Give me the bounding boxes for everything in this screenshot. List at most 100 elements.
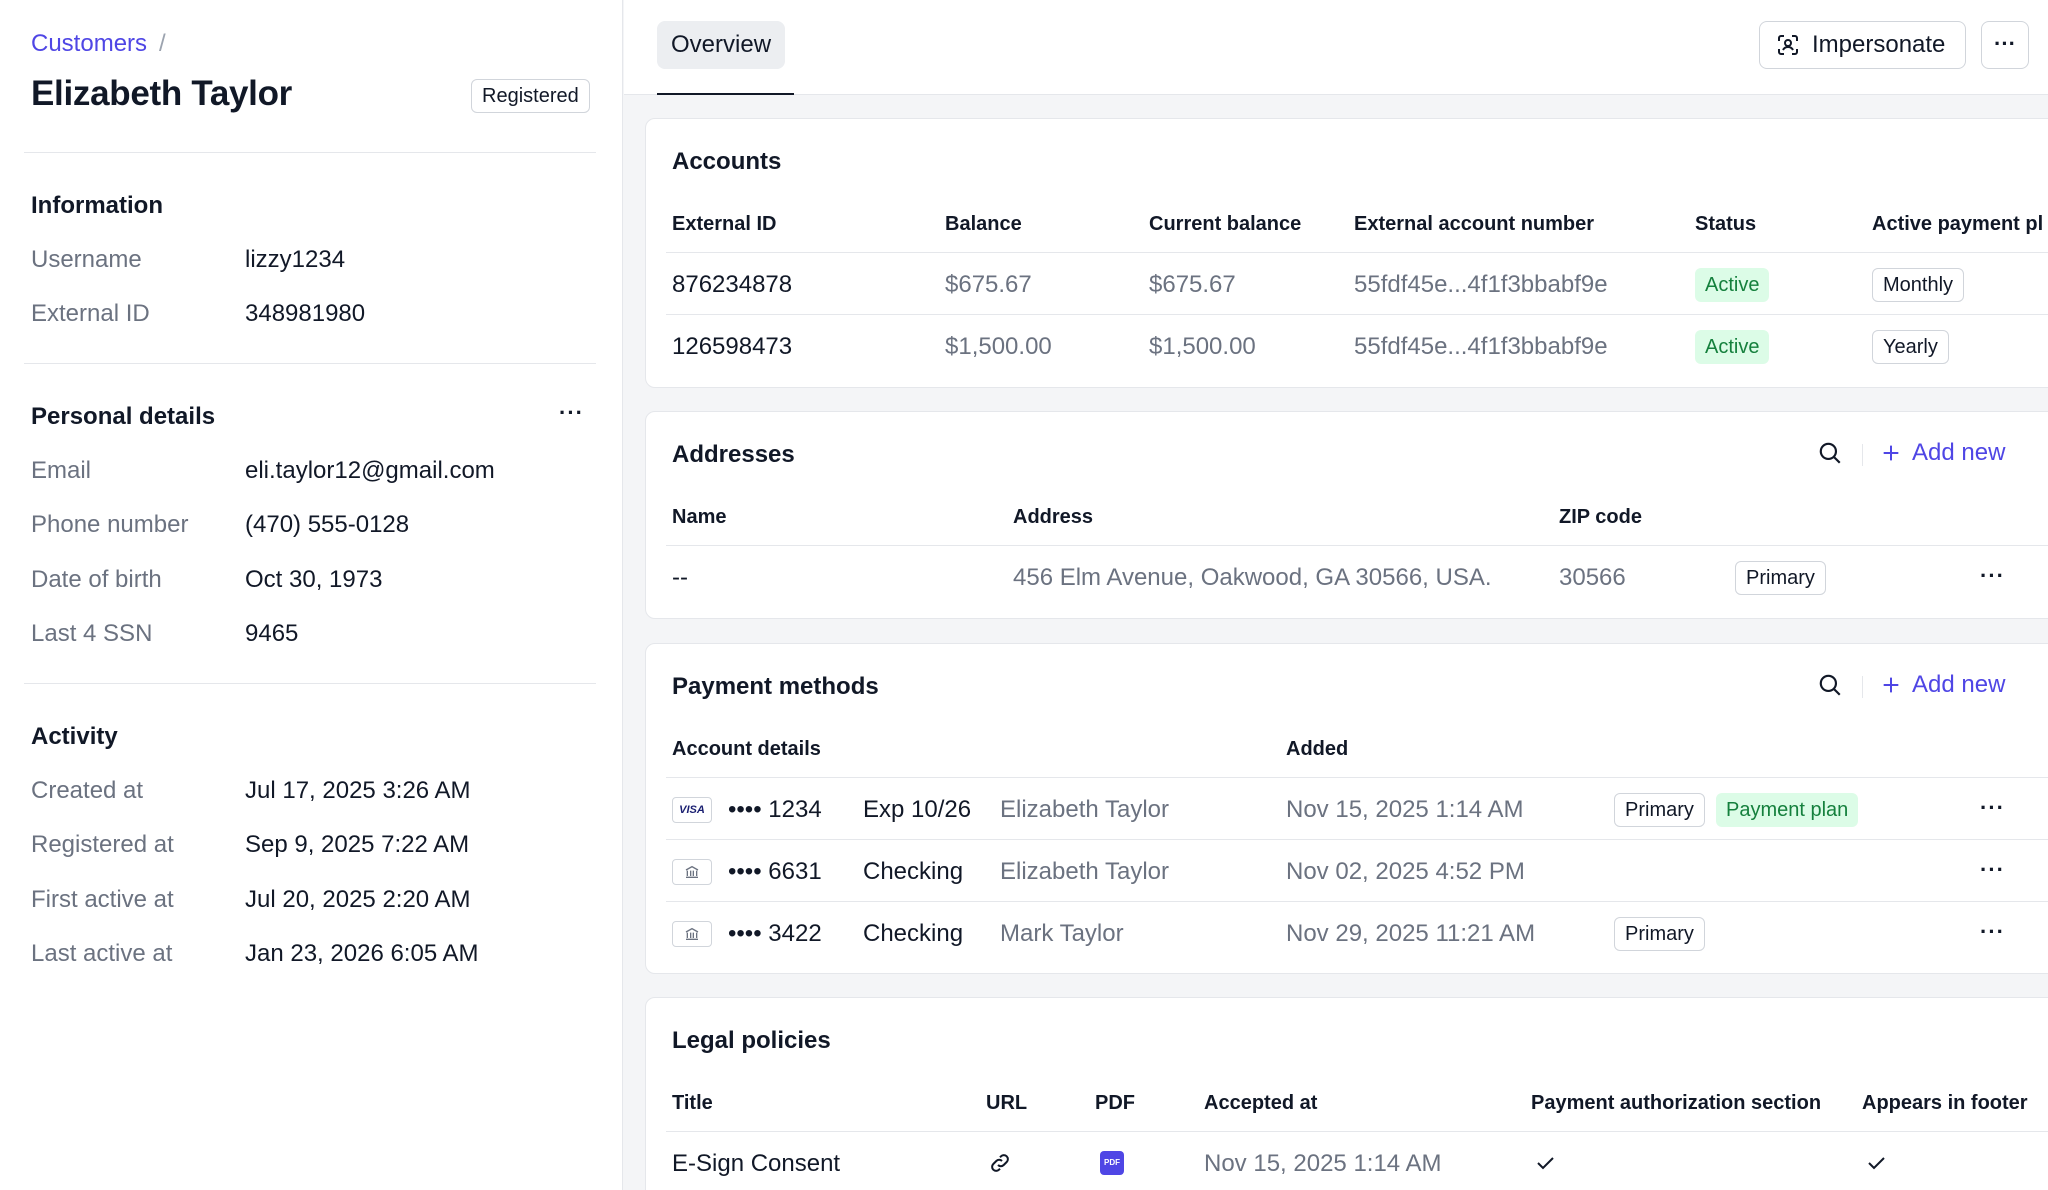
impersonate-label: Impersonate (1812, 31, 1946, 58)
plus-icon (1883, 677, 1899, 693)
status-badge: Active (1695, 330, 1770, 364)
link-icon[interactable] (988, 1151, 1012, 1175)
activity-value: Jul 20, 2025 2:20 AM (245, 886, 471, 913)
separator (1862, 444, 1863, 466)
col-accepted-at: Accepted at (1204, 1092, 1318, 1114)
col-address: Address (1013, 506, 1094, 528)
card-holder: Elizabeth Taylor (1000, 796, 1169, 823)
breadcrumb-separator: / (159, 30, 166, 57)
search-icon[interactable] (1817, 672, 1843, 698)
addresses-title: Addresses (672, 441, 795, 468)
legal-policies-title: Legal policies (672, 1027, 831, 1054)
personal-label: Phone number (31, 511, 189, 538)
account-balance: $1,500.00 (945, 333, 1052, 360)
bank-icon (672, 859, 712, 885)
plus-icon (1883, 445, 1899, 461)
col-current-balance: Current balance (1149, 213, 1302, 235)
col-status: Status (1695, 213, 1757, 235)
more-actions-button[interactable]: ··· (1981, 21, 2029, 69)
payment-methods-card: Payment methods Add new Account details … (645, 643, 2048, 974)
col-pdf: PDF (1095, 1092, 1135, 1114)
top-bar: Overview Impersonate ··· (624, 0, 2048, 95)
account-mask: •••• 6631 (728, 858, 822, 885)
account-id: 876234878 (672, 271, 793, 298)
row-more-icon[interactable]: ··· (1980, 919, 2005, 944)
activity-row-registered: Registered at Sep 9, 2025 7:22 AM (31, 831, 469, 859)
info-label: Username (31, 246, 142, 273)
activity-row-last-active: Last active at Jan 23, 2026 6:05 AM (31, 940, 479, 968)
personal-details-more-icon[interactable]: ··· (559, 400, 584, 425)
row-more-icon[interactable]: ··· (1980, 795, 2005, 820)
add-payment-method-button[interactable]: Add new (1880, 671, 2005, 699)
row-more-icon[interactable]: ··· (1980, 563, 2005, 588)
payment-methods-title: Payment methods (672, 673, 879, 700)
check-icon (1537, 1157, 1554, 1170)
add-address-button[interactable]: Add new (1880, 439, 2005, 467)
activity-label: Registered at (31, 831, 174, 858)
col-zip: ZIP code (1559, 506, 1642, 528)
accounts-card: Accounts External ID Balance Current bal… (645, 118, 2048, 388)
policy-accepted-at: Nov 15, 2025 1:14 AM (1204, 1150, 1442, 1177)
personal-label: Date of birth (31, 566, 162, 593)
info-row-external-id: External ID 348981980 (31, 300, 365, 328)
customer-name: Elizabeth Taylor (31, 74, 292, 113)
personal-label: Email (31, 457, 92, 484)
add-new-label: Add new (1912, 439, 2006, 466)
personal-label: Last 4 SSN (31, 620, 153, 647)
row-divider (666, 777, 2048, 778)
payment-added: Nov 15, 2025 1:14 AM (1286, 796, 1524, 823)
search-icon[interactable] (1817, 440, 1843, 466)
col-added: Added (1286, 738, 1349, 760)
activity-title: Activity (31, 723, 118, 750)
account-current-balance: $675.67 (1149, 271, 1236, 298)
personal-row-ssn: Last 4 SSN 9465 (31, 620, 298, 648)
info-row-username: Username lizzy1234 (31, 246, 345, 274)
card-type: Exp 10/26 (863, 796, 972, 823)
breadcrumb-customers-link[interactable]: Customers (31, 30, 148, 57)
col-title: Title (672, 1092, 713, 1114)
pdf-icon[interactable]: PDF (1100, 1151, 1124, 1175)
col-name: Name (672, 506, 727, 528)
customer-sidebar: Customers / Elizabeth Taylor Registered … (0, 0, 623, 1190)
activity-row-first-active: First active at Jul 20, 2025 2:20 AM (31, 886, 471, 914)
primary-badge: Primary (1614, 917, 1705, 951)
status-badge: Registered (471, 79, 590, 113)
address-zip: 30566 (1559, 564, 1626, 591)
personal-details-title: Personal details (31, 403, 216, 430)
divider (24, 683, 596, 684)
address-name: -- (672, 564, 688, 591)
impersonate-icon (1778, 35, 1798, 55)
tab-overview[interactable]: Overview (657, 21, 786, 69)
address-value: 456 Elm Avenue, Oakwood, GA 30566, USA. (1013, 564, 1492, 591)
account-balance: $675.67 (945, 271, 1032, 298)
account-holder: Elizabeth Taylor (1000, 858, 1169, 885)
activity-label: Last active at (31, 940, 173, 967)
personal-row-phone: Phone number (470) 555-0128 (31, 511, 409, 539)
activity-label: Created at (31, 777, 144, 804)
legal-policies-card: Legal policies Title URL PDF Accepted at… (645, 997, 2048, 1190)
info-label: External ID (31, 300, 150, 327)
personal-value: Oct 30, 1973 (245, 566, 383, 593)
impersonate-button[interactable]: Impersonate (1759, 21, 1966, 69)
row-divider (666, 314, 2048, 315)
plan-badge: Yearly (1872, 330, 1949, 364)
col-payment-authorization: Payment authorization section (1531, 1092, 1822, 1114)
card-mask: •••• 1234 (728, 796, 822, 823)
col-external-account-number: External account number (1354, 213, 1595, 235)
row-divider (666, 545, 2048, 546)
payment-added: Nov 02, 2025 4:52 PM (1286, 858, 1525, 885)
row-divider (666, 252, 2048, 253)
row-more-icon[interactable]: ··· (1980, 857, 2005, 882)
information-title: Information (31, 192, 163, 219)
col-active-payment-plan: Active payment pl (1872, 213, 2044, 235)
activity-value: Jan 23, 2026 6:05 AM (245, 940, 479, 967)
activity-value: Jul 17, 2025 3:26 AM (245, 777, 471, 804)
account-type: Checking (863, 920, 964, 947)
breadcrumb: Customers / (31, 30, 166, 58)
activity-label: First active at (31, 886, 174, 913)
check-icon (1868, 1157, 1885, 1170)
col-external-id: External ID (672, 213, 777, 235)
personal-value: (470) 555-0128 (245, 511, 410, 538)
personal-value: eli.taylor12@gmail.com (245, 457, 495, 484)
payment-plan-badge: Payment plan (1716, 793, 1859, 827)
